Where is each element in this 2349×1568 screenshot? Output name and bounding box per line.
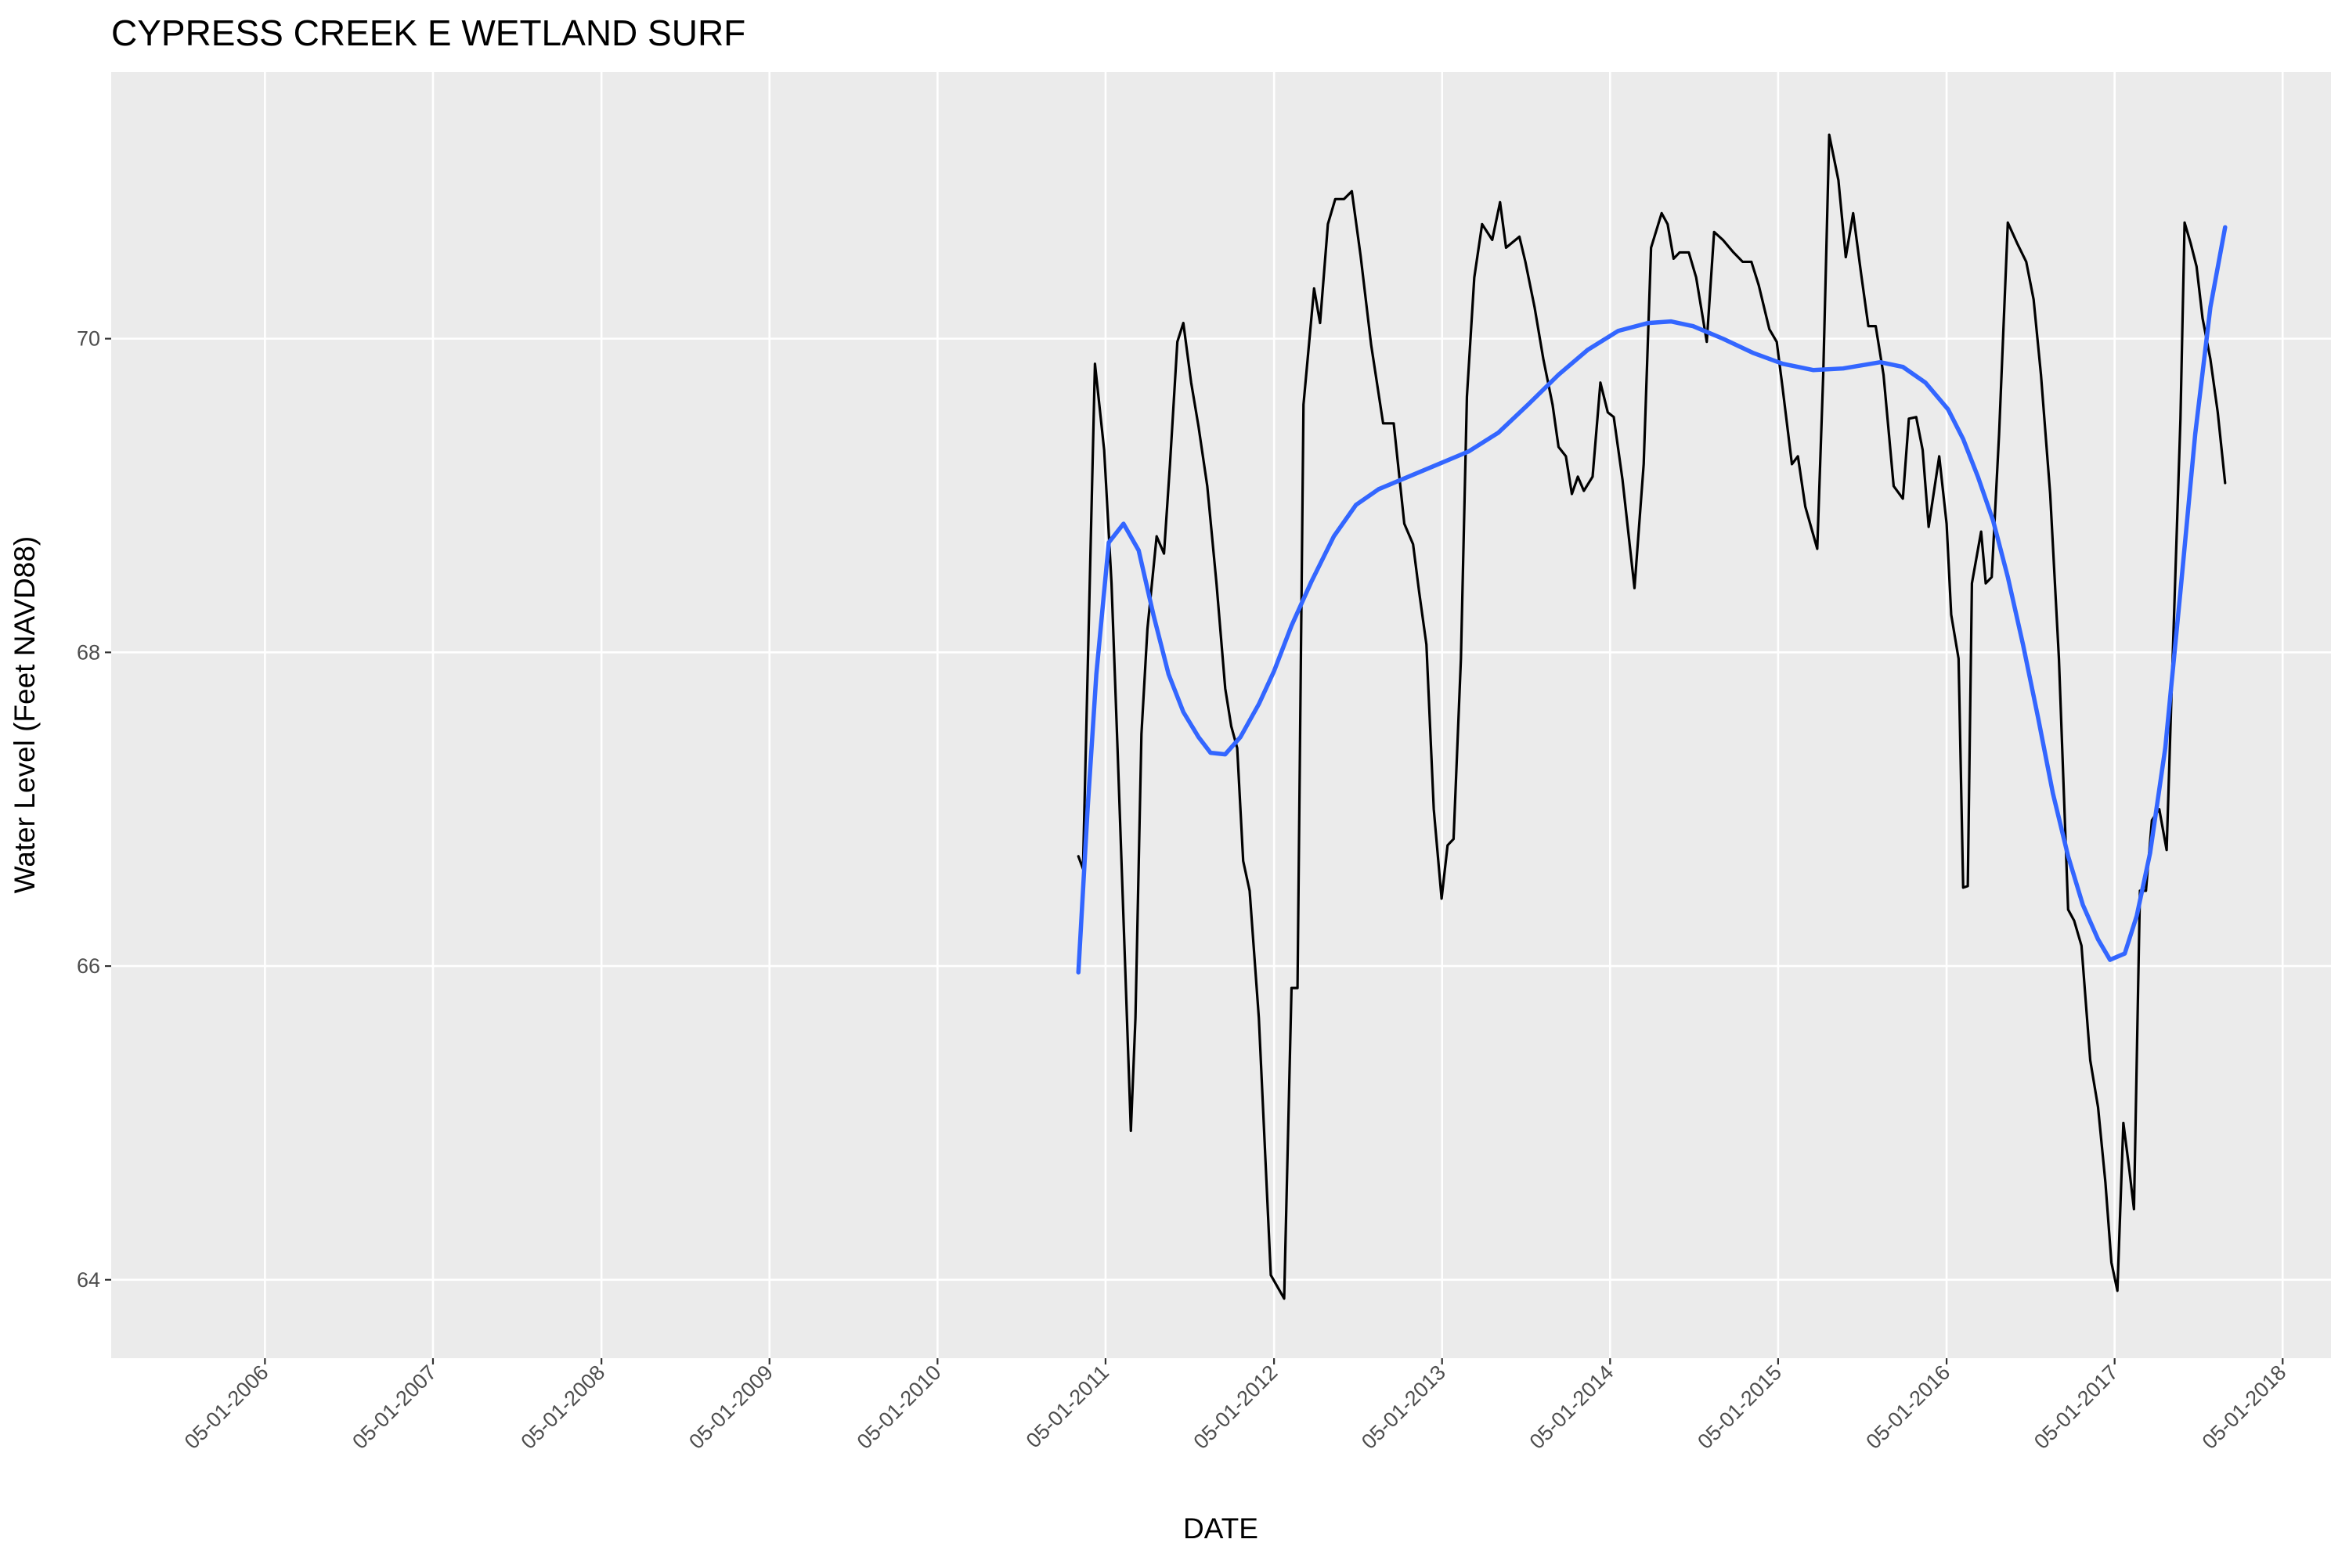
panel: [111, 72, 2331, 1358]
series-line: [1076, 225, 2228, 975]
chart-title: CYPRESS CREEK E WETLAND SURF: [111, 13, 745, 53]
x-axis-title: DATE: [1183, 1512, 1258, 1545]
y-tick-label: 68: [77, 640, 100, 664]
y-tick-label: 64: [77, 1268, 100, 1292]
y-tick-label: 66: [77, 954, 100, 978]
y-tick-label: 70: [77, 327, 100, 351]
y-axis-title: Water Level (Feet NAVD88): [9, 536, 41, 893]
series-line: [1077, 133, 2227, 1300]
